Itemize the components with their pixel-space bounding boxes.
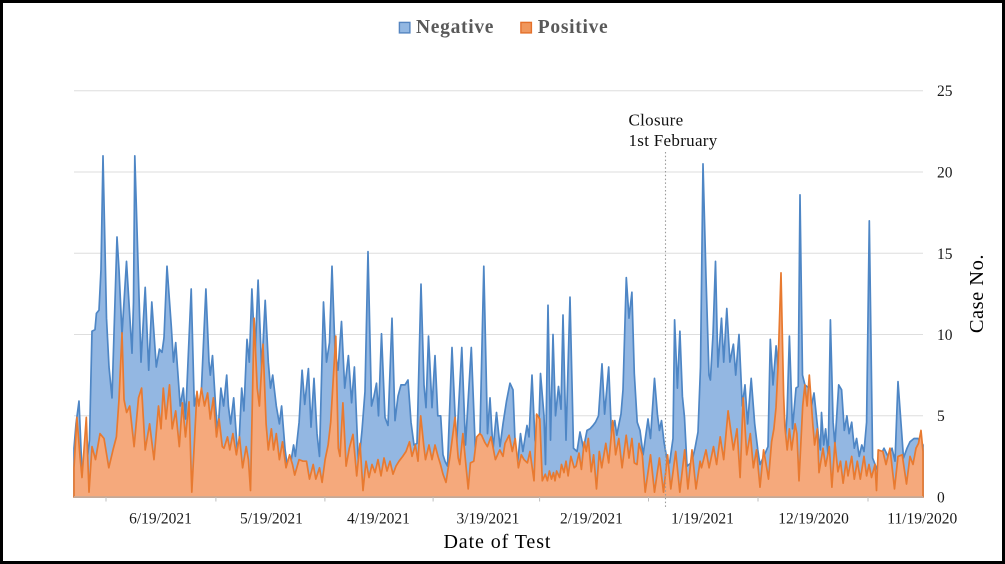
svg-text:5: 5: [937, 408, 945, 425]
svg-text:1st February: 1st February: [629, 131, 718, 150]
svg-text:11/19/2020: 11/19/2020: [887, 511, 957, 528]
svg-text:12/19/2020: 12/19/2020: [778, 511, 849, 528]
svg-text:25: 25: [937, 83, 953, 100]
svg-text:5/19/2021: 5/19/2021: [240, 511, 303, 528]
svg-text:Closure: Closure: [629, 111, 684, 130]
svg-text:2/19/2021: 2/19/2021: [560, 511, 623, 528]
svg-text:Case No.: Case No.: [966, 254, 988, 333]
svg-text:20: 20: [937, 165, 953, 182]
svg-text:6/19/2021: 6/19/2021: [129, 511, 192, 528]
svg-text:4/19/2021: 4/19/2021: [347, 511, 410, 528]
svg-text:1/19/2021: 1/19/2021: [671, 511, 734, 528]
svg-text:3/19/2021: 3/19/2021: [456, 511, 519, 528]
svg-text:15: 15: [937, 246, 953, 263]
svg-text:Date of Test: Date of Test: [443, 531, 551, 553]
svg-text:Positive: Positive: [538, 17, 609, 38]
svg-text:0: 0: [937, 490, 945, 507]
svg-text:10: 10: [937, 327, 953, 344]
svg-text:Negative: Negative: [416, 17, 494, 38]
